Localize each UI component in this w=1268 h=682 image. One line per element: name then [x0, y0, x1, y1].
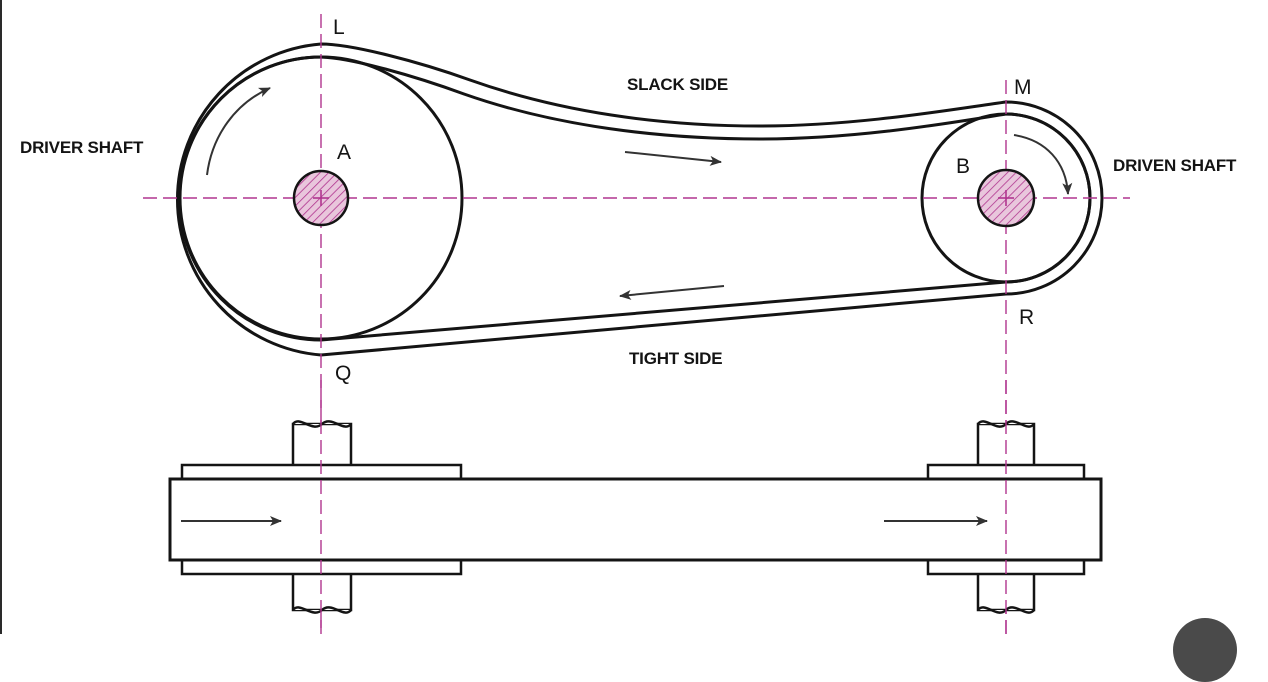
driver-shaft-lower	[291, 571, 353, 614]
point-m-label: M	[1014, 76, 1032, 99]
floating-action-button[interactable]	[1173, 618, 1237, 682]
slack-side-direction-arrow	[624, 151, 722, 166]
belt-drive-diagram: DRIVER SHAFT DRIVEN SHAFT SLACK SIDE TIG…	[0, 0, 1237, 682]
center-a-label: A	[337, 141, 352, 164]
tight-side-direction-arrow	[619, 285, 725, 300]
driven-shaft-label: DRIVEN SHAFT	[1113, 156, 1237, 175]
driver-shaft-upper	[291, 420, 353, 468]
point-r-label: R	[1019, 306, 1035, 329]
driver-center-mark	[313, 190, 329, 206]
driver-shaft-label: DRIVER SHAFT	[20, 138, 144, 157]
slack-side-label: SLACK SIDE	[627, 75, 728, 94]
driven-rotation-arrow	[1013, 134, 1073, 195]
belt-inner	[178, 55, 1092, 342]
point-l-label: L	[333, 16, 345, 39]
center-b-label: B	[956, 155, 971, 178]
belt-outer	[176, 42, 1104, 357]
belt-band	[168, 477, 1103, 562]
driver-rotation-arrow	[206, 87, 271, 176]
point-q-label: Q	[335, 362, 352, 385]
frame-edge	[0, 0, 2, 634]
driven-center-mark	[998, 190, 1014, 206]
tight-side-label: TIGHT SIDE	[629, 349, 723, 368]
diagram-canvas	[143, 14, 1130, 634]
